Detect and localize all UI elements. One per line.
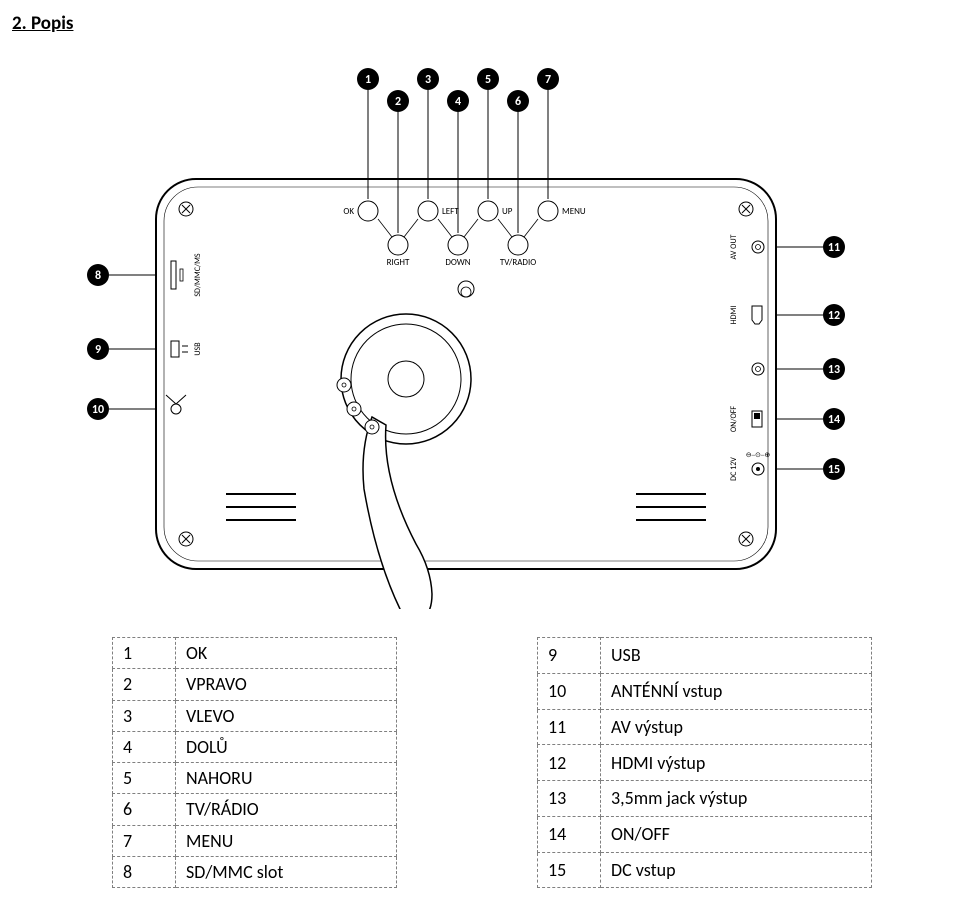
legend-row: 1OK (113, 638, 397, 669)
legend-number: 12 (538, 745, 601, 781)
legend-row: 9USB (538, 638, 872, 674)
legend-table-left: 1OK2VPRAVO3VLEVO4DOLŮ5NAHORU6TV/RÁDIO7ME… (112, 637, 397, 888)
legend-label: HDMI výstup (601, 745, 872, 781)
legend-number: 14 (538, 816, 601, 852)
legend-row: 14ON/OFF (538, 816, 872, 852)
legend-number: 3 (113, 700, 176, 731)
legend-label: 3,5mm jack výstup (601, 781, 872, 817)
legend-number: 5 (113, 763, 176, 794)
svg-text:RIGHT: RIGHT (387, 257, 410, 268)
svg-text:15: 15 (828, 463, 840, 477)
legend-label: USB (601, 638, 872, 674)
legend-row: 15DC vstup (538, 852, 872, 888)
svg-text:DOWN: DOWN (445, 257, 470, 268)
device-diagram-container: OK LEFT UP MENU RIGHT DOWN TV/RADIO SD/MMC/MS US… (12, 49, 920, 609)
legend-row: 8SD/MMC slot (113, 857, 397, 888)
legend-label: AV výstup (601, 709, 872, 745)
legend-row: 12HDMI výstup (538, 745, 872, 781)
legend-label: OK (176, 638, 397, 669)
legend-label: SD/MMC slot (176, 857, 397, 888)
svg-text:TV/RADIO: TV/RADIO (500, 257, 536, 268)
legend-number: 7 (113, 825, 176, 856)
svg-text:9: 9 (95, 343, 101, 357)
svg-text:4: 4 (455, 95, 461, 109)
svg-text:12: 12 (828, 309, 840, 323)
legend-number: 1 (113, 638, 176, 669)
svg-text:AV OUT: AV OUT (729, 234, 739, 259)
svg-text:10: 10 (92, 403, 104, 417)
section-heading: 2. Popis (12, 12, 920, 35)
legend-row: 133,5mm jack výstup (538, 781, 872, 817)
legend-row: 7MENU (113, 825, 397, 856)
legend-label: DC vstup (601, 852, 872, 888)
legend-label: NAHORU (176, 763, 397, 794)
legend-row: 3VLEVO (113, 700, 397, 731)
svg-text:11: 11 (828, 241, 840, 255)
svg-text:7: 7 (545, 73, 551, 87)
svg-text:1: 1 (365, 73, 371, 87)
svg-text:2: 2 (395, 95, 401, 109)
svg-text:SD/MMC/MS: SD/MMC/MS (193, 253, 203, 297)
svg-text:8: 8 (95, 269, 101, 283)
legend-row: 4DOLŮ (113, 731, 397, 762)
legend-row: 5NAHORU (113, 763, 397, 794)
legend-number: 6 (113, 794, 176, 825)
legend-number: 2 (113, 669, 176, 700)
svg-text:USB: USB (193, 342, 203, 356)
svg-text:3: 3 (425, 73, 431, 87)
legend-row: 6TV/RÁDIO (113, 794, 397, 825)
legend-label: ON/OFF (601, 816, 872, 852)
svg-text:UP: UP (502, 206, 513, 217)
legend-label: MENU (176, 825, 397, 856)
legend-row: 2VPRAVO (113, 669, 397, 700)
svg-text:OK: OK (343, 206, 354, 217)
svg-text:HDMI: HDMI (729, 306, 739, 325)
legend-number: 13 (538, 781, 601, 817)
legend-label: TV/RÁDIO (176, 794, 397, 825)
legend-label: ANTÉNNÍ vstup (601, 673, 872, 709)
legend-label: VPRAVO (176, 669, 397, 700)
svg-text:13: 13 (828, 363, 840, 377)
legend-number: 10 (538, 673, 601, 709)
svg-text:MENU: MENU (562, 206, 586, 217)
legend-label: VLEVO (176, 700, 397, 731)
legend-number: 4 (113, 731, 176, 762)
svg-text:ON/OFF: ON/OFF (729, 406, 739, 433)
svg-text:14: 14 (828, 413, 840, 427)
svg-text:6: 6 (515, 95, 521, 109)
legend-table-right: 9USB10ANTÉNNÍ vstup11AV výstup12HDMI výs… (537, 637, 872, 888)
legend-number: 15 (538, 852, 601, 888)
legend-row: 10ANTÉNNÍ vstup (538, 673, 872, 709)
legend-label: DOLŮ (176, 731, 397, 762)
device-diagram: OK LEFT UP MENU RIGHT DOWN TV/RADIO SD/MMC/MS US… (76, 49, 856, 609)
svg-text:⊖─⊙─⊕: ⊖─⊙─⊕ (746, 450, 771, 459)
legend-number: 11 (538, 709, 601, 745)
legend-row: 11AV výstup (538, 709, 872, 745)
legend-number: 9 (538, 638, 601, 674)
svg-text:LEFT: LEFT (442, 206, 459, 217)
svg-text:DC 12V: DC 12V (729, 457, 739, 481)
svg-text:5: 5 (485, 73, 491, 87)
legend-number: 8 (113, 857, 176, 888)
legend-tables: 1OK2VPRAVO3VLEVO4DOLŮ5NAHORU6TV/RÁDIO7ME… (12, 637, 920, 888)
